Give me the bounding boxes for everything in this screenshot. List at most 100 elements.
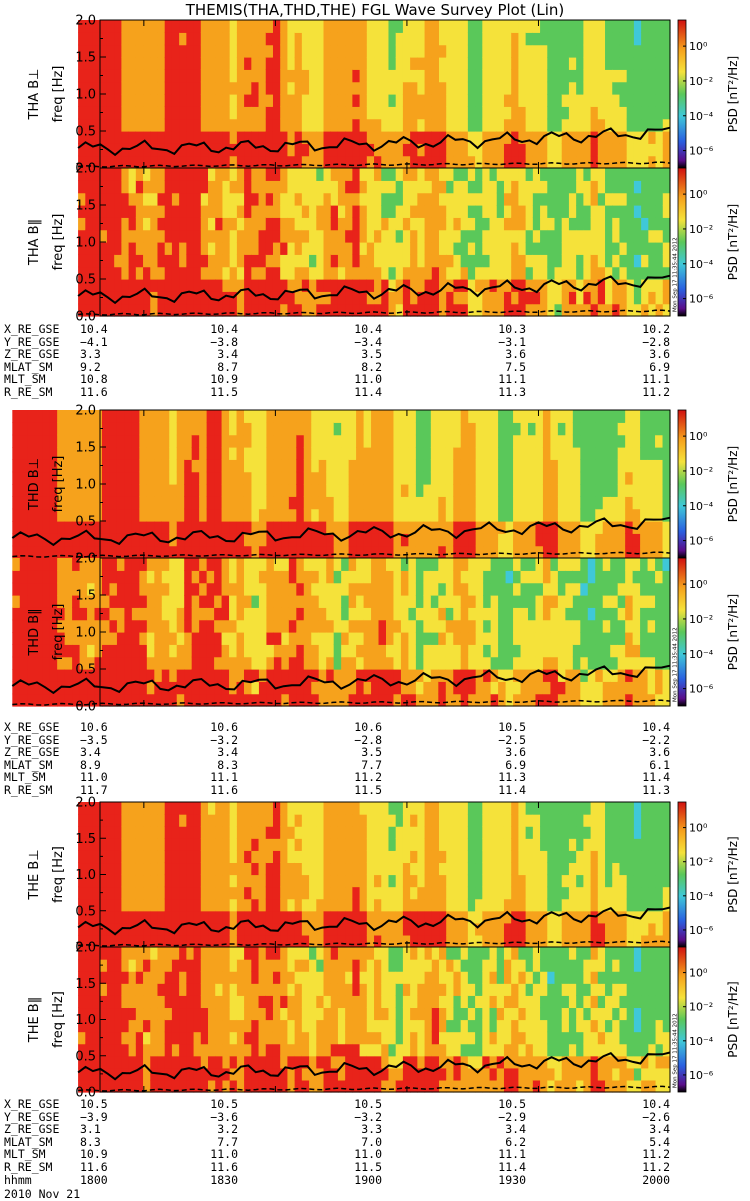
heatmap-cell <box>618 595 626 608</box>
heatmap-cell <box>618 472 626 485</box>
heatmap-cell <box>304 632 312 645</box>
heatmap-cell <box>633 558 641 571</box>
heatmap-cell <box>410 119 418 132</box>
heatmap-cell <box>461 826 469 839</box>
heatmap-cell <box>393 521 401 534</box>
heatmap-cell <box>497 242 505 255</box>
heatmap-cell <box>521 607 529 620</box>
heatmap-cell <box>513 422 521 435</box>
heatmap-cell <box>157 156 165 169</box>
colorbar-tick-label: 10⁰ <box>689 578 708 591</box>
heatmap-cell <box>555 156 563 169</box>
heatmap-cell <box>129 193 137 206</box>
heatmap-cell <box>251 193 259 206</box>
heatmap-cell <box>117 558 125 571</box>
y-tick-label: 2.0 <box>75 552 96 567</box>
heatmap-cell <box>356 570 364 583</box>
heatmap-cell <box>446 472 454 485</box>
heatmap-cell <box>281 509 289 522</box>
heatmap-cell <box>147 558 155 571</box>
heatmap-cell <box>289 583 297 596</box>
heatmap-cell <box>244 447 252 460</box>
heatmap-cell <box>121 57 129 70</box>
heatmap-cell <box>311 657 319 670</box>
heatmap-cell <box>518 304 526 317</box>
heatmap-cell <box>565 533 573 546</box>
y-tick-label: 0.5 <box>75 663 96 678</box>
heatmap-cell <box>214 620 222 633</box>
heatmap-cell <box>281 570 289 583</box>
heatmap-cell <box>251 899 259 912</box>
y-axis-label: freq [Hz] <box>51 66 66 123</box>
heatmap-cell <box>641 230 649 243</box>
heatmap-cell <box>302 802 310 815</box>
heatmap-cell <box>345 814 353 827</box>
heatmap-cell <box>27 595 35 608</box>
heatmap-cell <box>446 459 454 472</box>
heatmap-cell <box>201 106 209 119</box>
heatmap-cell <box>526 899 534 912</box>
heatmap-cell <box>526 94 534 107</box>
heatmap-cell <box>172 911 180 924</box>
heatmap-cell <box>371 422 379 435</box>
colorbar-tick-label: 10⁻⁴ <box>689 500 714 513</box>
heatmap-cell <box>513 620 521 633</box>
heatmap-cell <box>388 143 396 156</box>
heatmap-cell <box>186 20 194 33</box>
heatmap-cell <box>598 57 606 70</box>
heatmap-cell <box>289 459 297 472</box>
heatmap-cell <box>388 45 396 58</box>
heatmap-cell <box>367 267 375 280</box>
heatmap-cell <box>143 57 151 70</box>
heatmap-cell <box>214 570 222 583</box>
heatmap-cell <box>230 911 238 924</box>
heatmap-cell <box>423 459 431 472</box>
heatmap-cell <box>504 143 512 156</box>
heatmap-cell <box>80 644 88 657</box>
heatmap-cell <box>42 570 50 583</box>
heatmap-cell <box>598 291 606 304</box>
heatmap-cell <box>417 802 425 815</box>
heatmap-cell <box>100 193 108 206</box>
heatmap-cell <box>42 632 50 645</box>
heatmap-cell <box>610 657 618 670</box>
heatmap-cell <box>42 435 50 448</box>
heatmap-cell <box>124 607 132 620</box>
heatmap-cell <box>453 156 461 169</box>
heatmap-cell <box>237 119 245 132</box>
heatmap-cell <box>229 422 237 435</box>
heatmap-cell <box>558 694 566 707</box>
heatmap-cell <box>461 32 469 45</box>
heatmap-cell <box>309 119 317 132</box>
heatmap-cell <box>147 595 155 608</box>
heatmap-cell <box>244 496 252 509</box>
heatmap-cell <box>367 935 375 948</box>
heatmap-cell <box>521 447 529 460</box>
heatmap-cell <box>124 632 132 645</box>
heatmap-cell <box>251 644 259 657</box>
heatmap-cell <box>396 838 404 851</box>
heatmap-cell <box>555 242 563 255</box>
heatmap-cell <box>547 814 555 827</box>
heatmap-cell <box>403 205 411 218</box>
heatmap-cell <box>177 620 185 633</box>
heatmap-cell <box>504 814 512 827</box>
heatmap-cell <box>558 546 566 559</box>
heatmap-cell <box>381 156 389 169</box>
heatmap-cell <box>331 267 339 280</box>
heatmap-cell <box>446 595 454 608</box>
heatmap-cell <box>374 875 382 888</box>
heatmap-cell <box>259 509 267 522</box>
heatmap-cell <box>410 57 418 70</box>
heatmap-cell <box>605 168 613 181</box>
heatmap-cell <box>490 304 498 317</box>
heatmap-cell <box>381 82 389 95</box>
heatmap-cell <box>371 435 379 448</box>
heatmap-cell <box>136 20 144 33</box>
heatmap-cell <box>352 45 360 58</box>
heatmap-cell <box>208 899 216 912</box>
heatmap-cell <box>165 193 173 206</box>
heatmap-cell <box>648 435 656 448</box>
heatmap-cell <box>518 69 526 82</box>
heatmap-cell <box>610 583 618 596</box>
